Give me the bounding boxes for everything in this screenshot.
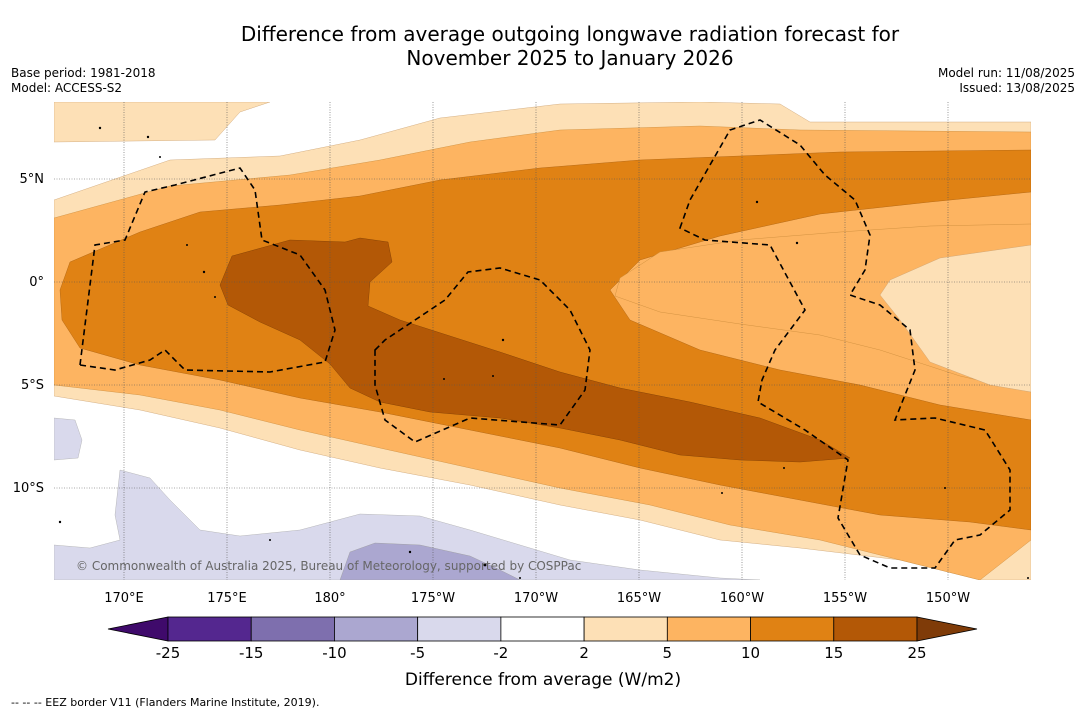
colorbar-tick-label: 5 [663, 644, 673, 662]
lon-label: 170°W [514, 591, 558, 606]
negative-region-west [54, 417, 83, 461]
colorbar-segments [167, 616, 918, 642]
colorbar-extend-high [916, 616, 978, 642]
map-title: Difference from average outgoing longwav… [0, 22, 1085, 70]
colorbar-segment [167, 616, 252, 642]
colorbar-segment [750, 616, 835, 642]
lon-label: 170°E [104, 591, 144, 606]
colorbar-tick-label: -10 [322, 644, 347, 662]
lon-label: 160°W [720, 591, 764, 606]
eez-footnote: -- -- -- EEZ border V11 (Flanders Marine… [11, 696, 320, 709]
colorbar-segment [250, 616, 335, 642]
colorbar-tick-label: -5 [410, 644, 425, 662]
map-field [54, 102, 1031, 580]
colorbar-tick-labels: -25 -15 -10 -5 -2 2 5 10 15 25 [156, 644, 927, 662]
colorbar-tick-label: -15 [239, 644, 264, 662]
colorbar-tick-label: -2 [493, 644, 508, 662]
lat-label: 0° [29, 275, 44, 290]
colorbar-segment [666, 616, 751, 642]
lon-label: 155°W [823, 591, 867, 606]
band-2-5-northwest [54, 102, 271, 143]
eez-borders [79, 119, 1011, 569]
colorbar-segment [500, 616, 585, 642]
band-15-25 [219, 237, 851, 463]
longitude-labels: 170°E 175°E 180° 175°W 170°W 165°W 160°W… [104, 591, 970, 606]
lon-label: 180° [314, 591, 345, 606]
meta-left: Base period: 1981-2018 Model: ACCESS-S2 [11, 66, 156, 95]
lon-label: 165°W [617, 591, 661, 606]
colorbar: -25 -15 -10 -5 -2 2 5 10 15 25 Difference from av… [107, 616, 978, 690]
colorbar-tick-label: 25 [907, 644, 926, 662]
islands [58, 126, 1029, 579]
lat-label: 5°N [20, 172, 45, 187]
colorbar-extend-low [107, 616, 169, 642]
lon-label: 150°W [926, 591, 970, 606]
colorbar-segment [417, 616, 502, 642]
colorbar-segment [583, 616, 668, 642]
colorbar-title: Difference from average (W/m2) [405, 670, 681, 690]
model-name: Model: ACCESS-S2 [11, 80, 123, 95]
eez-line-islands [679, 119, 1011, 569]
eez-kiribati-gilbert [79, 167, 336, 373]
colorbar-tick-label: -25 [156, 644, 181, 662]
title-line-2: November 2025 to January 2026 [406, 46, 734, 70]
latitude-labels: 5°N 0° 5°S 10°S [13, 172, 44, 496]
watermark: © Commonwealth of Australia 2025, Bureau… [76, 559, 581, 573]
lat-label: 5°S [21, 378, 44, 393]
base-period: Base period: 1981-2018 [11, 66, 156, 80]
model-run: Model run: 11/08/2025 [937, 66, 1075, 80]
colorbar-segment [833, 616, 918, 642]
colorbar-tick-label: 15 [824, 644, 843, 662]
negative-region-south-strong [339, 542, 521, 580]
colorbar-tick-label: 2 [579, 644, 589, 662]
lat-label: 10°S [13, 481, 44, 496]
lon-label: 175°E [207, 591, 247, 606]
colorbar-tick-label: 10 [741, 644, 760, 662]
issued-date: Issued: 13/08/2025 [959, 80, 1075, 95]
colorbar-segment [334, 616, 419, 642]
meta-right: Model run: 11/08/2025 Issued: 13/08/2025 [938, 66, 1075, 95]
title-line-1: Difference from average outgoing longwav… [240, 22, 900, 46]
lon-label: 175°W [411, 591, 455, 606]
graticule [54, 102, 1031, 580]
eez-phoenix-islands [374, 267, 591, 443]
